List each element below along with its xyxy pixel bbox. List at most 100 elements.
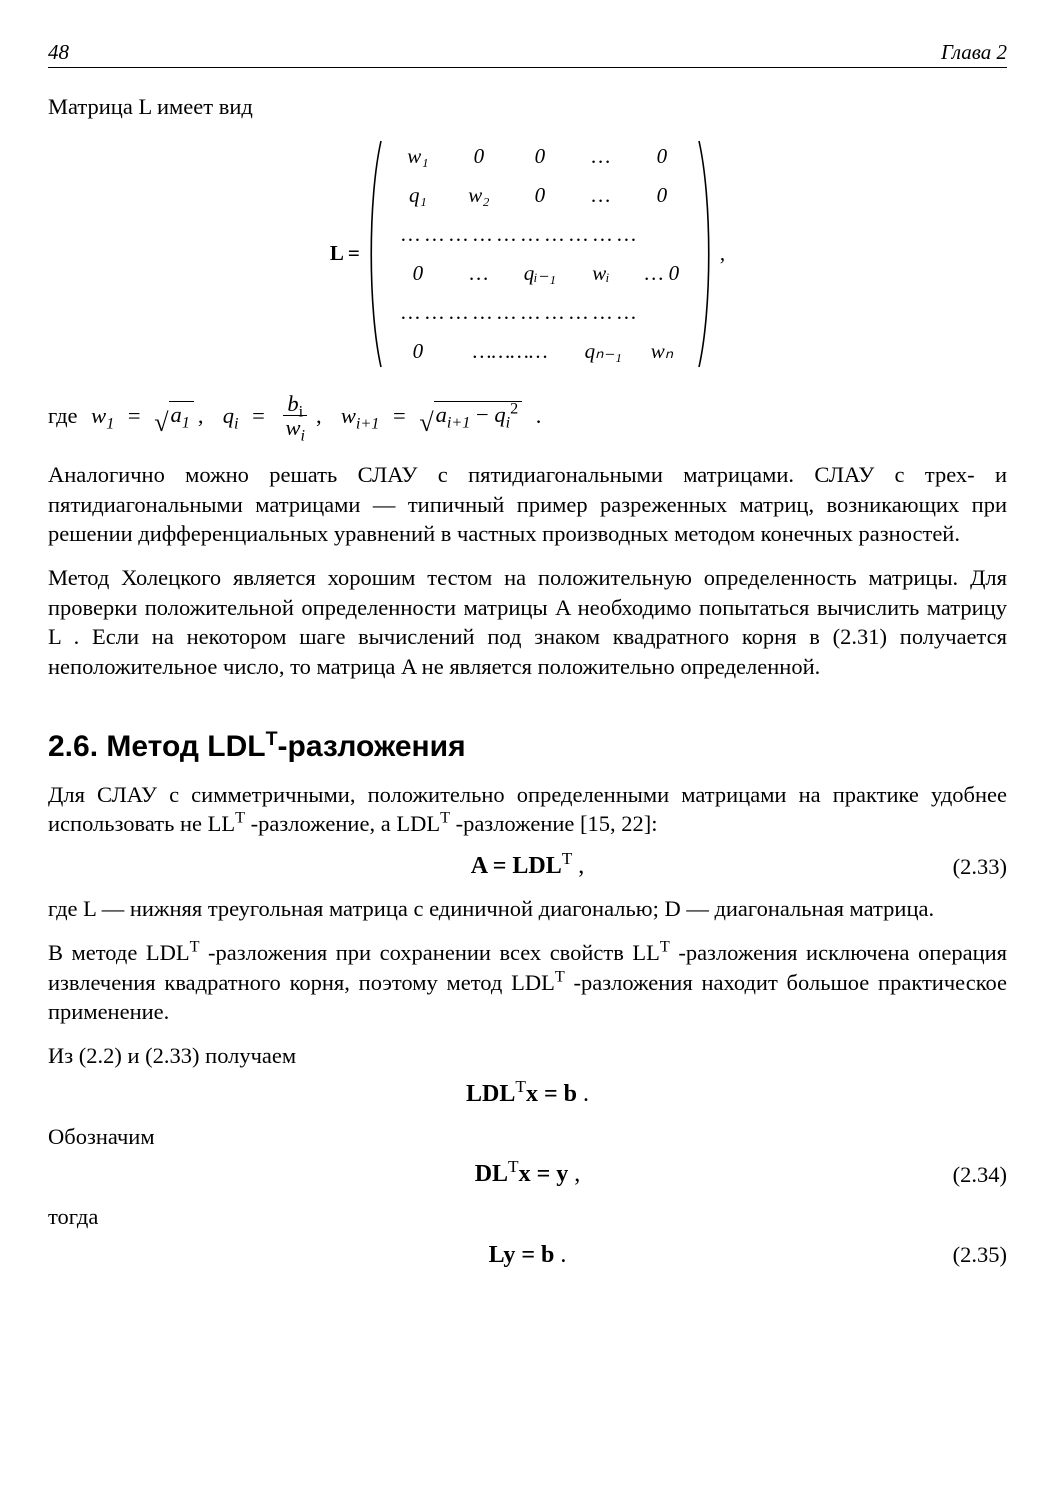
sup: T — [562, 849, 573, 868]
matrix-cell: qᵢ₋₁ — [522, 261, 558, 286]
paragraph-then: тогда — [48, 1202, 1007, 1232]
minus: − — [470, 402, 494, 427]
equation-number: (2.34) — [953, 1162, 1007, 1188]
formula-tail: . — [554, 1242, 566, 1268]
equation-formula: Ly = b . — [489, 1242, 567, 1269]
sym: w — [285, 415, 300, 440]
matrix-cell: 0 — [400, 261, 436, 286]
matrix-cell: 0 — [522, 144, 558, 169]
paragraph-from: Из (2.2) и (2.33) получаем — [48, 1041, 1007, 1071]
formula-text: x = y — [519, 1161, 569, 1187]
sub: 1 — [182, 414, 190, 432]
sqrt-icon: √ ai+1 − qi2 — [419, 401, 522, 430]
where-line: где w1 = √ a1 , qi = bi wi , wi+1 = √ ai… — [48, 392, 1007, 440]
comma: , — [198, 403, 204, 429]
where-term: wi+1 — [341, 403, 380, 429]
matrix-cell: 0 — [644, 183, 680, 208]
equation-2-34: DLTx = y , (2.34) — [48, 1161, 1007, 1188]
paragraph-ldlt-intro: Для СЛАУ с симметричными, положительно о… — [48, 780, 1007, 839]
matrix-row: w₁ 0 0 … 0 — [400, 144, 680, 169]
eq-sign: = — [128, 403, 141, 429]
sub: i — [234, 414, 239, 432]
sym: a — [436, 402, 447, 427]
matrix: w₁ 0 0 … 0 q₁ w₂ 0 … 0 ………………………… 0 … — [366, 134, 714, 374]
formula-text: x = b — [526, 1081, 577, 1107]
sup: T — [515, 1077, 526, 1096]
matrix-cell: 0 — [461, 144, 497, 169]
sup: T — [555, 967, 565, 985]
matrix-display: L = w₁ 0 0 … 0 q₁ w₂ 0 … — [48, 134, 1007, 374]
sub: i — [300, 427, 305, 445]
page-header: 48 Глава 2 — [48, 40, 1007, 68]
formula-text: A = LDL — [471, 853, 562, 879]
sym: q — [494, 402, 505, 427]
sup: T — [190, 937, 200, 955]
matrix-cell: 0 — [400, 339, 436, 364]
matrix-cell: wₙ — [644, 339, 680, 364]
paragraph-method: В методе LDLT -разложения при сохранении… — [48, 938, 1007, 1027]
page-number: 48 — [48, 40, 69, 65]
section-title-sup: T — [266, 728, 278, 750]
sym: w — [341, 403, 356, 428]
eq-sign: = — [393, 403, 406, 429]
paragraph-denote: Обозначим — [48, 1122, 1007, 1152]
page: 48 Глава 2 Матрица L имеет вид L = w₁ 0 … — [0, 0, 1055, 1500]
sym: b — [287, 391, 298, 416]
left-paren-icon — [366, 134, 384, 374]
sup: 2 — [510, 400, 518, 418]
sub: i+1 — [356, 414, 380, 432]
formula-text: DL — [475, 1161, 508, 1187]
eq-sign: = — [252, 403, 265, 429]
matrix-body: w₁ 0 0 … 0 q₁ w₂ 0 … 0 ………………………… 0 … — [384, 134, 696, 374]
right-paren-icon — [696, 134, 714, 374]
matrix-intro-line: Матрица L имеет вид — [48, 92, 1007, 122]
text-run: -разложения при сохранении всех свойств … — [200, 940, 660, 965]
equation-number: (2.33) — [953, 854, 1007, 880]
sym: a — [171, 402, 182, 427]
matrix-cell: … 0 — [644, 261, 680, 286]
matrix-lhs: L = — [330, 241, 360, 266]
text-run: В методе LDL — [48, 940, 190, 965]
matrix-intro-text: Матрица L имеет вид — [48, 94, 253, 119]
matrix-cell: … — [583, 183, 619, 208]
matrix-cell: … — [461, 261, 497, 286]
where-term: w1 — [91, 403, 114, 429]
formula-tail: , — [568, 1161, 580, 1187]
matrix-cell: qₙ₋₁ — [585, 339, 622, 364]
matrix-cell: q₁ — [400, 183, 436, 208]
sub: i+1 — [447, 414, 471, 432]
equation-formula: DLTx = y , — [475, 1161, 581, 1188]
where-word: где — [48, 403, 78, 429]
equation-number: (2.35) — [953, 1242, 1007, 1268]
paragraph-choletsky: Метод Холецкого является хорошим тестом … — [48, 563, 1007, 682]
matrix-cell: w₁ — [400, 144, 436, 169]
sup: T — [440, 809, 450, 827]
paragraph-analog: Аналогично можно решать СЛАУ с пятидиаго… — [48, 460, 1007, 549]
matrix-cell: 0 — [644, 144, 680, 169]
matrix-cell: … — [583, 144, 619, 169]
formula-text: LDL — [466, 1081, 515, 1107]
sup: T — [660, 937, 670, 955]
period: . — [536, 403, 542, 429]
equation-formula: A = LDLT , — [471, 853, 585, 880]
sup: T — [508, 1157, 519, 1176]
matrix-cell: wᵢ — [583, 261, 619, 286]
matrix-row: 0 ………… qₙ₋₁ wₙ — [400, 339, 680, 364]
sub: 1 — [106, 414, 114, 432]
matrix-trailing-comma: , — [720, 241, 725, 266]
formula-text: Ly = b — [489, 1242, 555, 1268]
section-title-pre: 2.6. Метод LDL — [48, 730, 266, 763]
sqrt-icon: √ a1 — [154, 401, 194, 430]
equation-2-35: Ly = b . (2.35) — [48, 1242, 1007, 1269]
matrix-row: q₁ w₂ 0 … 0 — [400, 183, 680, 208]
sym: q — [223, 403, 234, 428]
matrix-cell: w₂ — [461, 183, 497, 208]
fraction: bi wi — [281, 392, 309, 440]
section-title-post: -разложения — [278, 730, 466, 763]
sup: T — [235, 809, 245, 827]
chapter-label: Глава 2 — [941, 40, 1007, 65]
equation-2-33: A = LDLT , (2.33) — [48, 853, 1007, 880]
section-title: 2.6. Метод LDLT-разложения — [48, 730, 1007, 764]
formula-tail: . — [577, 1081, 589, 1107]
equation-formula: LDLTx = b . — [466, 1081, 589, 1108]
